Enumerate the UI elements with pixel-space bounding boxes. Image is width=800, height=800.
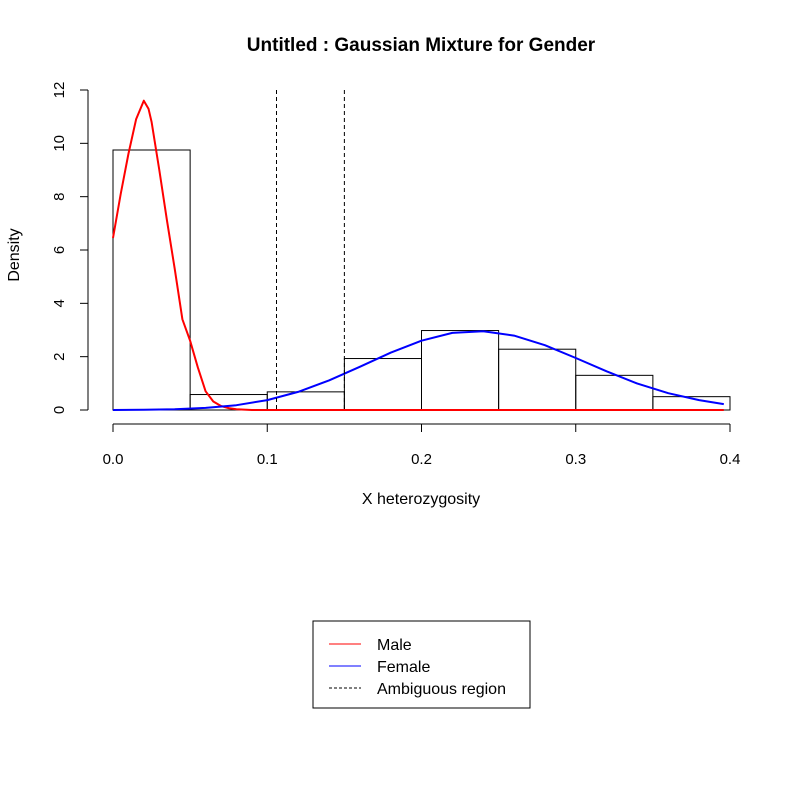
x-tick-label-0: 0.0 <box>103 451 124 468</box>
y-tick-label-0: 0 <box>51 406 68 414</box>
histogram-bar-6 <box>575 374 654 411</box>
y-tick-label-1: 2 <box>51 352 68 360</box>
female-density-curve <box>112 330 724 411</box>
legend-label-male: Male <box>377 637 412 654</box>
y-tick-label-3: 6 <box>51 246 68 254</box>
chart-title: Untitled : Gaussian Mixture for Gender <box>247 35 596 56</box>
histogram-bar-0 <box>112 149 191 411</box>
x-axis-label: X heterozygosity <box>362 491 480 508</box>
legend-label-female: Female <box>377 659 430 676</box>
axes: 0.0 0.1 0.2 0.3 0.4 0 2 4 6 8 10 12 <box>51 82 740 468</box>
histogram-bar-2 <box>266 391 345 411</box>
x-tick-label-3: 0.3 <box>565 451 586 468</box>
x-tick-label-4: 0.4 <box>720 451 741 468</box>
legend: Male Female Ambiguous region <box>312 620 531 709</box>
male-density-curve <box>112 99 724 411</box>
y-tick-label-6: 12 <box>51 82 68 99</box>
x-tick-label-2: 0.2 <box>411 451 432 468</box>
y-axis-label: Density <box>6 228 23 281</box>
x-tick-label-1: 0.1 <box>257 451 278 468</box>
y-tick-label-5: 10 <box>51 135 68 152</box>
legend-label-ambiguous-region: Ambiguous region <box>377 681 506 698</box>
histogram <box>112 149 731 411</box>
y-tick-label-2: 4 <box>51 299 68 307</box>
histogram-bar-5 <box>498 348 577 411</box>
histogram-bar-3 <box>343 358 422 411</box>
histogram-bar-4 <box>421 330 500 411</box>
curves <box>112 90 724 411</box>
y-tick-label-4: 8 <box>51 192 68 200</box>
legend-box <box>312 620 531 709</box>
